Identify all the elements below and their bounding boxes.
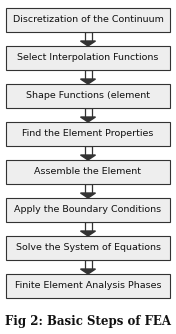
Polygon shape (80, 231, 96, 236)
Bar (6, 198, 170, 222)
Text: Fig 2: Basic Steps of FEA: Fig 2: Basic Steps of FEA (5, 316, 171, 329)
Text: Apply the Boundary Conditions: Apply the Boundary Conditions (14, 205, 162, 214)
Bar (6, 8, 170, 32)
Text: Select Interpolation Functions: Select Interpolation Functions (17, 53, 159, 62)
Bar (6, 274, 170, 298)
Polygon shape (80, 155, 96, 160)
Bar (6, 122, 170, 146)
Bar (6, 236, 170, 260)
Polygon shape (80, 79, 96, 84)
Bar (6, 160, 170, 184)
Polygon shape (80, 269, 96, 274)
Text: Assemble the Element: Assemble the Element (34, 167, 142, 176)
Text: Shape Functions (element: Shape Functions (element (26, 92, 150, 101)
Polygon shape (80, 193, 96, 198)
Text: Finite Element Analysis Phases: Finite Element Analysis Phases (15, 282, 161, 291)
Polygon shape (80, 41, 96, 46)
Text: Solve the System of Equations: Solve the System of Equations (15, 243, 161, 253)
Text: Discretization of the Continuum: Discretization of the Continuum (12, 15, 164, 24)
Text: Find the Element Properties: Find the Element Properties (22, 130, 154, 139)
Bar (6, 46, 170, 70)
Bar (6, 84, 170, 108)
Polygon shape (80, 117, 96, 122)
